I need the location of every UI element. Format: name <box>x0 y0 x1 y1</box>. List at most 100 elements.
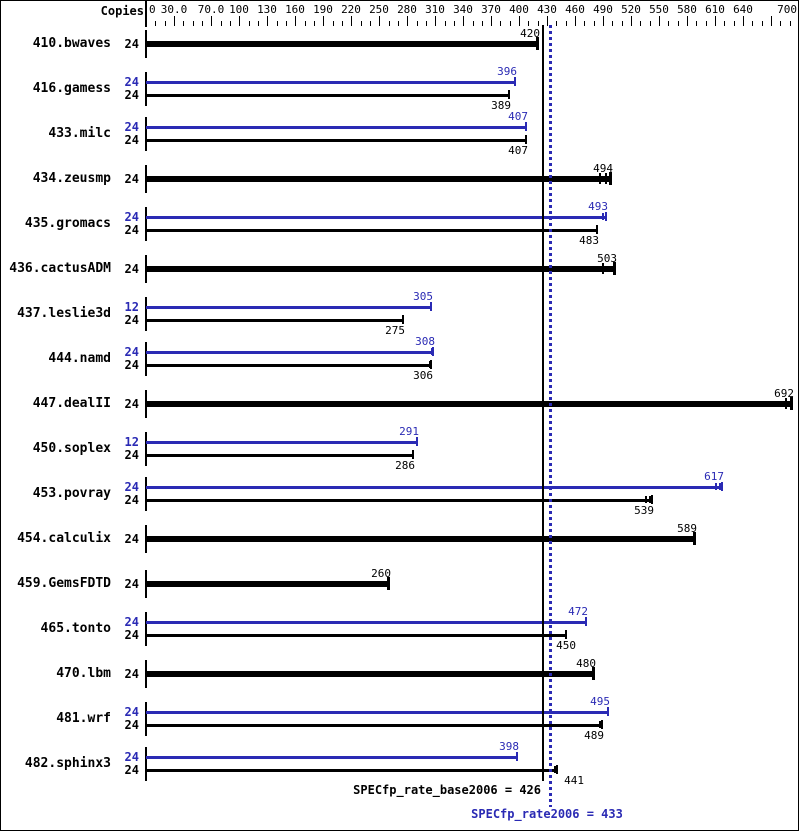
copies-value: 24 <box>124 750 139 764</box>
bar-end-cap <box>402 315 404 324</box>
bar-end-cap <box>607 707 609 716</box>
axis-tick <box>314 21 315 26</box>
copies-value: 24 <box>124 705 139 719</box>
axis-tick <box>528 21 529 26</box>
result-value-label: 493 <box>588 200 608 213</box>
run-tick <box>431 348 433 355</box>
axis-tick <box>230 21 231 26</box>
peak-metric-label: SPECfp_rate2006 = 433 <box>471 807 623 821</box>
peak-metric-line <box>549 25 552 807</box>
copies-value: 24 <box>124 223 139 237</box>
result-bar <box>146 229 597 232</box>
benchmark-label: 437.leslie3d <box>17 306 111 321</box>
axis-tick <box>277 21 278 26</box>
run-tick <box>719 483 721 490</box>
result-bar <box>146 724 602 727</box>
result-value-label: 396 <box>497 65 517 78</box>
axis-tick <box>510 21 511 26</box>
result-bar <box>146 454 413 457</box>
bar-end-cap <box>651 495 653 504</box>
axis-tick-label: 280 <box>397 3 417 16</box>
result-bar <box>146 364 431 367</box>
axis-tick <box>790 21 791 26</box>
axis-segment <box>145 72 147 106</box>
result-bar <box>146 351 433 354</box>
axis-segment <box>145 117 147 151</box>
axis-tick <box>286 21 287 26</box>
bar-end-cap <box>556 765 558 774</box>
copies-value: 24 <box>124 262 139 276</box>
result-value-label: 398 <box>499 740 519 753</box>
copies-value: 24 <box>124 88 139 102</box>
run-tick <box>645 496 647 503</box>
bar-end-cap <box>432 347 434 356</box>
bar-end-cap <box>609 172 612 185</box>
run-tick <box>649 496 651 503</box>
result-bar <box>146 216 606 219</box>
axis-tick <box>650 21 651 26</box>
copies-value: 24 <box>124 667 139 681</box>
axis-tick <box>333 21 334 26</box>
axis-origin-line <box>145 1 147 27</box>
axis-tick <box>463 16 464 26</box>
copies-value: 24 <box>124 75 139 89</box>
axis-segment <box>145 207 147 241</box>
result-value-label: 472 <box>568 605 588 618</box>
result-value-label: 286 <box>395 459 415 472</box>
axis-tick-label: 430 <box>537 3 557 16</box>
axis-tick <box>622 21 623 26</box>
axis-segment <box>145 432 147 466</box>
axis-tick <box>594 21 595 26</box>
result-bar <box>146 94 509 97</box>
axis-tick <box>631 16 632 26</box>
result-value-label: 617 <box>704 470 724 483</box>
base-metric-line <box>542 25 544 781</box>
copies-value: 24 <box>124 718 139 732</box>
result-bar <box>146 769 557 772</box>
axis-tick-label: 370 <box>481 3 501 16</box>
result-value-label: 275 <box>385 324 405 337</box>
run-tick <box>785 398 787 409</box>
copies-value: 24 <box>124 577 139 591</box>
result-value-label: 420 <box>520 27 540 40</box>
result-bar <box>146 621 586 624</box>
benchmark-label: 453.povray <box>32 486 111 501</box>
result-value-label: 389 <box>491 99 511 112</box>
bar-end-cap <box>721 482 723 491</box>
axis-tick <box>659 16 660 26</box>
result-bar <box>146 41 538 47</box>
benchmark-label: 470.lbm <box>56 666 111 681</box>
axis-tick <box>752 21 753 26</box>
result-bar <box>146 126 526 129</box>
run-tick <box>429 361 431 368</box>
copies-value: 24 <box>124 628 139 642</box>
axis-tick-label: 520 <box>621 3 641 16</box>
result-value-label: 589 <box>677 522 697 535</box>
axis-segment <box>145 747 147 781</box>
axis-tick <box>323 16 324 26</box>
result-value-label: 539 <box>634 504 654 517</box>
result-value-label: 441 <box>564 774 584 787</box>
bar-end-cap <box>525 135 527 144</box>
copies-value: 24 <box>124 313 139 327</box>
benchmark-label: 465.tonto <box>40 621 111 636</box>
axis-tick-label: 160 <box>285 3 305 16</box>
bar-end-cap <box>596 225 598 234</box>
axis-tick-label: 190 <box>313 3 333 16</box>
axis-tick <box>724 21 725 26</box>
result-value-label: 494 <box>593 162 613 175</box>
bar-end-cap <box>790 397 793 410</box>
axis-segment <box>145 477 147 511</box>
copies-value: 24 <box>124 133 139 147</box>
bar-end-cap <box>412 450 414 459</box>
run-tick <box>602 213 604 220</box>
benchmark-label: 416.gamess <box>32 81 111 96</box>
benchmark-label: 454.calculix <box>17 531 111 546</box>
result-bar <box>146 319 403 322</box>
axis-tick <box>678 21 679 26</box>
axis-tick <box>370 21 371 26</box>
axis-tick-label: 490 <box>593 3 613 16</box>
axis-tick <box>482 21 483 26</box>
result-value-label: 291 <box>399 425 419 438</box>
